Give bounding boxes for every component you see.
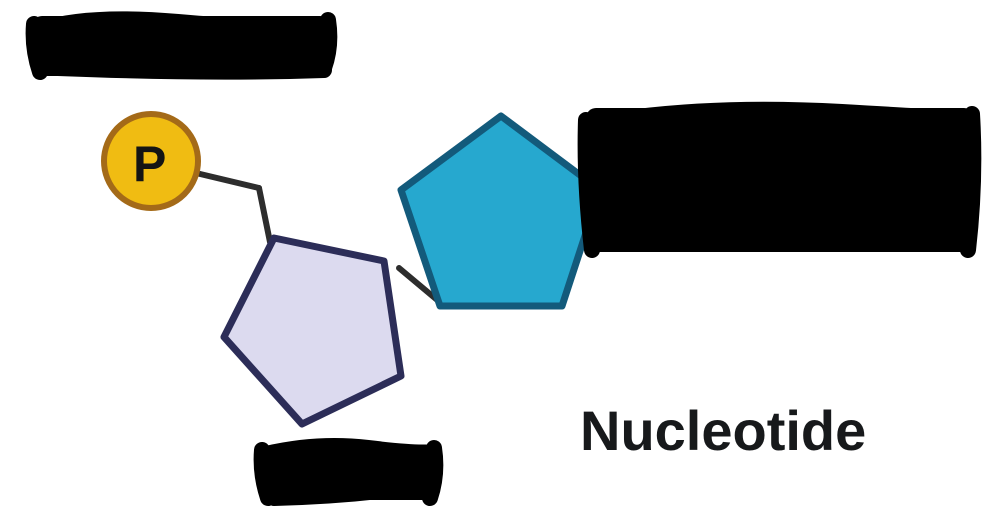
diagram-stage: Nucleotide P	[0, 0, 1000, 524]
phosphate-label: P	[133, 135, 166, 193]
sugar-pentagon	[224, 238, 401, 424]
bond-1	[259, 188, 270, 242]
top-left-scribble	[32, 16, 330, 76]
base-pentagon	[401, 116, 600, 306]
right-scribble	[586, 108, 974, 252]
diagram-title: Nucleotide	[580, 398, 866, 463]
bottom-scribble	[262, 446, 436, 500]
bond-0	[196, 173, 259, 188]
